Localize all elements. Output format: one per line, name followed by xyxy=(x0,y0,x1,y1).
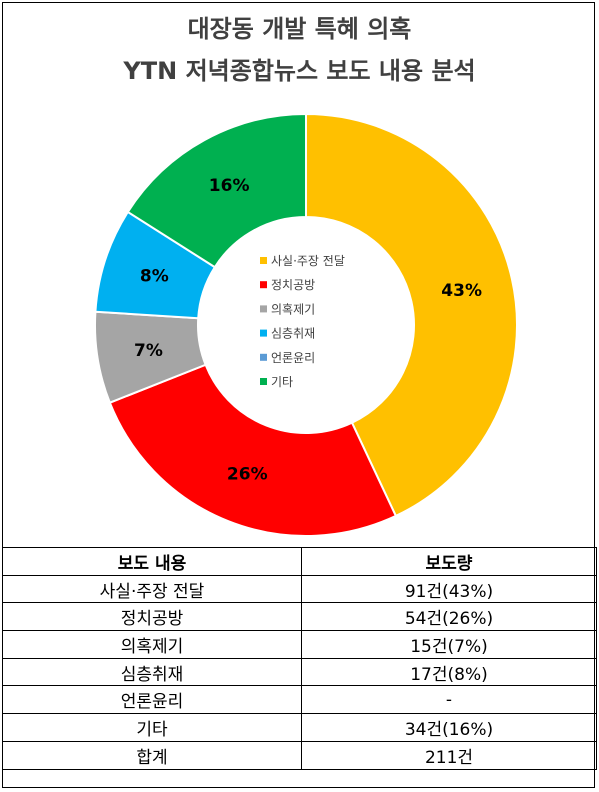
table-row: 기타 34건(16%) xyxy=(2,713,597,742)
legend-swatch-언론윤리 xyxy=(260,353,267,361)
row-label: 심층취재 xyxy=(2,657,302,687)
table-row: 사실·주장 전달 91건(43%) xyxy=(2,574,597,604)
legend-swatch-기타 xyxy=(260,378,267,385)
row-value: 17건(8%) xyxy=(301,657,597,687)
row-label: 기타 xyxy=(2,713,302,742)
legend-label-심층취재: 심층취재 xyxy=(271,327,315,341)
row-label: 정치공방 xyxy=(2,602,302,632)
legend-swatch-사실-주장-전달 xyxy=(260,257,267,264)
table-row: 정치공방 54건(26%) xyxy=(2,602,597,632)
row-label: 의혹제기 xyxy=(2,630,302,659)
row-label: 사실·주장 전달 xyxy=(2,574,302,604)
data-label-기타: 16% xyxy=(209,176,250,196)
row-value: 34건(16%) xyxy=(301,713,597,742)
data-label-심층취재: 8% xyxy=(140,267,169,287)
legend-label-정치공방: 정치공방 xyxy=(271,278,315,292)
row-value: 15건(7%) xyxy=(301,630,597,659)
header-content: 보도 내용 xyxy=(2,547,302,576)
legend-label-사실-주장-전달: 사실·주장 전달 xyxy=(271,254,345,268)
title-line-2: YTN 저녁종합뉴스 보도 내용 분석 xyxy=(123,57,476,85)
header-volume: 보도량 xyxy=(301,547,597,576)
row-value: 91건(43%) xyxy=(301,574,597,604)
row-value: - xyxy=(301,685,597,715)
table-row: 합계 211건 xyxy=(2,740,597,770)
row-label: 언론윤리 xyxy=(2,685,302,715)
slice-정치공방 xyxy=(108,363,398,537)
legend-label-언론윤리: 언론윤리 xyxy=(271,351,315,365)
legend-swatch-의혹제기 xyxy=(260,305,267,313)
table-row: 언론윤리 - xyxy=(2,685,597,715)
table-header-row: 보도 내용 보도량 xyxy=(2,547,597,576)
table-row: 심층취재 17건(8%) xyxy=(2,657,597,687)
row-value: 211건 xyxy=(301,740,597,770)
legend-label-의혹제기: 의혹제기 xyxy=(271,302,315,316)
slice-사실-주장-전달 xyxy=(305,112,518,518)
legend-label-기타: 기타 xyxy=(271,375,293,389)
table-row: 의혹제기 15건(7%) xyxy=(2,630,597,659)
legend-swatch-심층취재 xyxy=(260,329,267,337)
data-label-의혹제기: 7% xyxy=(134,341,163,361)
title-line-1: 대장동 개발 특혜 의혹 xyxy=(187,15,412,43)
row-value: 54건(26%) xyxy=(301,602,597,632)
chart-title: 대장동 개발 특혜 의혹 YTN 저녁종합뉴스 보도 내용 분석 xyxy=(2,8,597,92)
data-label-정치공방: 26% xyxy=(227,464,268,484)
row-label: 합계 xyxy=(2,740,302,770)
data-table: 보도 내용 보도량 사실·주장 전달 91건(43%) 정치공방 54건(26%… xyxy=(2,547,597,770)
data-label-사실-주장-전달: 43% xyxy=(441,281,482,301)
legend-swatch-정치공방 xyxy=(260,281,267,289)
slice-기타 xyxy=(126,112,307,269)
